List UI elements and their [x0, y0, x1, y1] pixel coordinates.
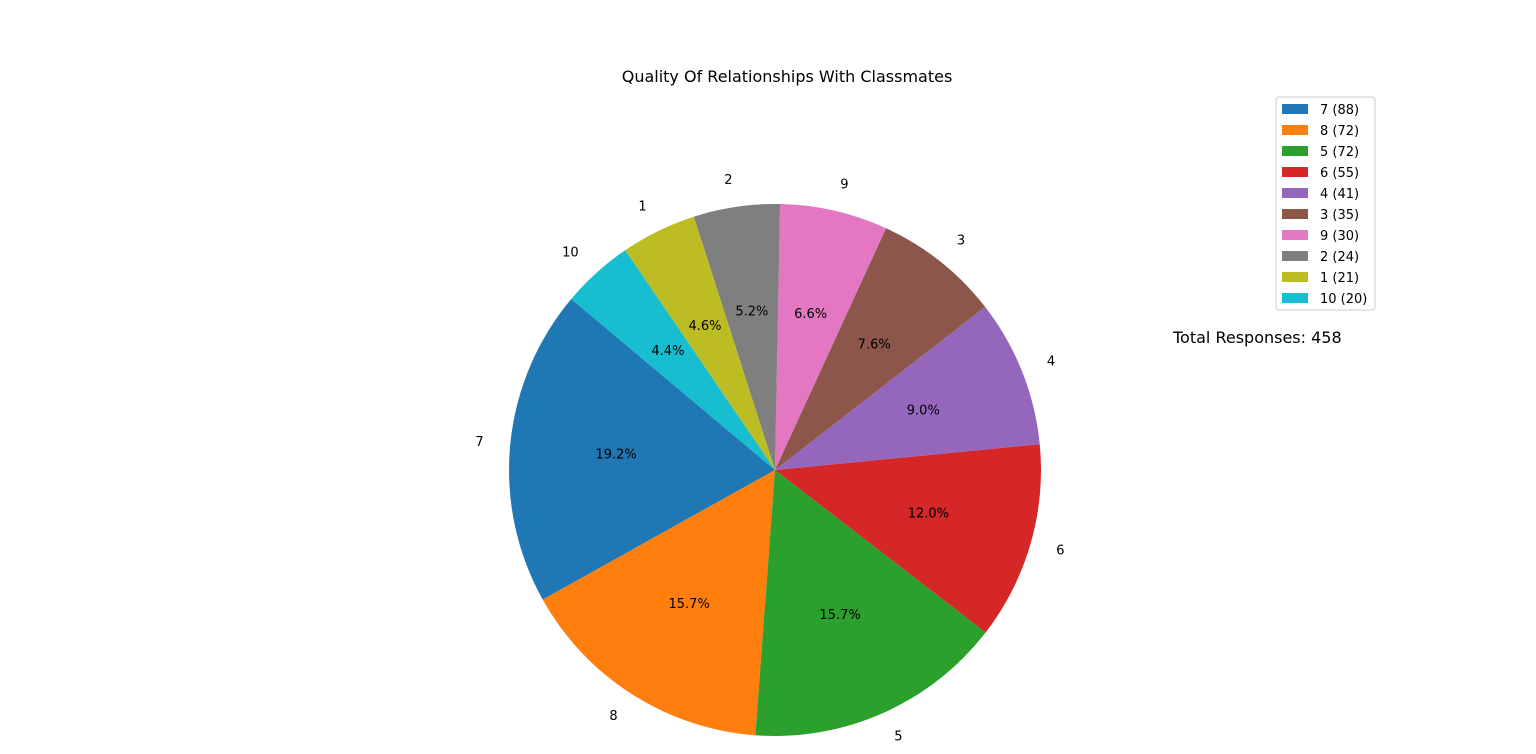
- category-labels: 7 8 5 6 4 3 9 2 1 10: [475, 173, 1064, 745]
- chart-title: Quality Of Relationships With Classmates: [622, 67, 953, 86]
- legend-item-9: 9 (30): [1282, 229, 1359, 244]
- legend-swatch-4: [1282, 188, 1308, 198]
- category-label-4: 4: [1047, 354, 1055, 369]
- percent-label-7: 19.2%: [595, 447, 636, 462]
- percent-labels: 19.2% 15.7% 15.7% 12.0% 9.0% 7.6% 6.6% 5.2% 4.6%…: [595, 305, 949, 624]
- legend-label-6: 6 (55): [1320, 166, 1359, 181]
- category-label-1: 1: [638, 200, 646, 215]
- legend-label-7: 7 (88): [1320, 103, 1359, 118]
- percent-label-3: 7.6%: [858, 337, 891, 352]
- pie-slice-4: [775, 306, 1040, 470]
- legend-swatch-7: [1282, 104, 1308, 114]
- pie-slice-8: [542, 470, 775, 736]
- legend-swatch-1: [1282, 272, 1308, 282]
- pie-slice-9: [775, 204, 887, 471]
- total-responses-annotation: Total Responses: 458: [1172, 328, 1342, 347]
- legend-swatch-6: [1282, 167, 1308, 177]
- category-label-9: 9: [840, 177, 848, 192]
- percent-label-5: 15.7%: [819, 608, 860, 623]
- legend-item-3: 3 (35): [1282, 208, 1359, 223]
- percent-label-1: 4.6%: [688, 319, 721, 334]
- legend-item-1: 1 (21): [1282, 271, 1359, 286]
- pie-slices: [509, 204, 1042, 736]
- legend-label-5: 5 (72): [1320, 145, 1359, 160]
- legend-item-2: 2 (24): [1282, 250, 1359, 265]
- pie-slice-3: [775, 228, 986, 470]
- legend-item-4: 4 (41): [1282, 187, 1359, 202]
- pie-slice-2: [693, 204, 781, 470]
- legend-item-8: 8 (72): [1282, 124, 1359, 139]
- percent-label-2: 5.2%: [735, 305, 768, 320]
- legend-swatch-9: [1282, 230, 1308, 240]
- category-label-7: 7: [475, 435, 483, 450]
- legend-items: 7 (88) 8 (72) 5 (72) 6 (55) 4 (41) 3 (35) 9 (3…: [1282, 103, 1367, 307]
- legend-swatch-8: [1282, 125, 1308, 135]
- percent-label-4: 9.0%: [907, 403, 940, 418]
- legend-label-10: 10 (20): [1320, 292, 1367, 307]
- legend-item-5: 5 (72): [1282, 145, 1359, 160]
- category-label-10: 10: [562, 246, 579, 261]
- legend-swatch-10: [1282, 293, 1308, 303]
- legend-item-10: 10 (20): [1282, 292, 1367, 307]
- pie-slice-7: [509, 299, 775, 600]
- pie-slice-10: [571, 250, 775, 470]
- pie-slice-5: [755, 470, 986, 736]
- category-label-5: 5: [894, 730, 902, 745]
- legend-label-1: 1 (21): [1320, 271, 1359, 286]
- legend-label-8: 8 (72): [1320, 124, 1359, 139]
- category-label-8: 8: [609, 709, 617, 724]
- legend-label-3: 3 (35): [1320, 208, 1359, 223]
- percent-label-9: 6.6%: [794, 307, 827, 322]
- category-label-6: 6: [1056, 543, 1064, 558]
- percent-label-10: 4.4%: [651, 344, 684, 359]
- legend-swatch-2: [1282, 251, 1308, 261]
- percent-label-6: 12.0%: [908, 507, 949, 522]
- legend-item-6: 6 (55): [1282, 166, 1359, 181]
- pie-slice-6: [775, 444, 1042, 633]
- category-label-3: 3: [957, 233, 965, 248]
- legend-item-7: 7 (88): [1282, 103, 1359, 118]
- legend-label-4: 4 (41): [1320, 187, 1359, 202]
- percent-label-8: 15.7%: [669, 597, 710, 612]
- legend-label-9: 9 (30): [1320, 229, 1359, 244]
- legend-label-2: 2 (24): [1320, 250, 1359, 265]
- category-label-2: 2: [724, 173, 732, 188]
- legend-swatch-5: [1282, 146, 1308, 156]
- legend: 7 (88) 8 (72) 5 (72) 6 (55) 4 (41) 3 (35) 9 (3…: [1275, 96, 1376, 311]
- pie-slice-1: [625, 216, 775, 470]
- legend-swatch-3: [1282, 209, 1308, 219]
